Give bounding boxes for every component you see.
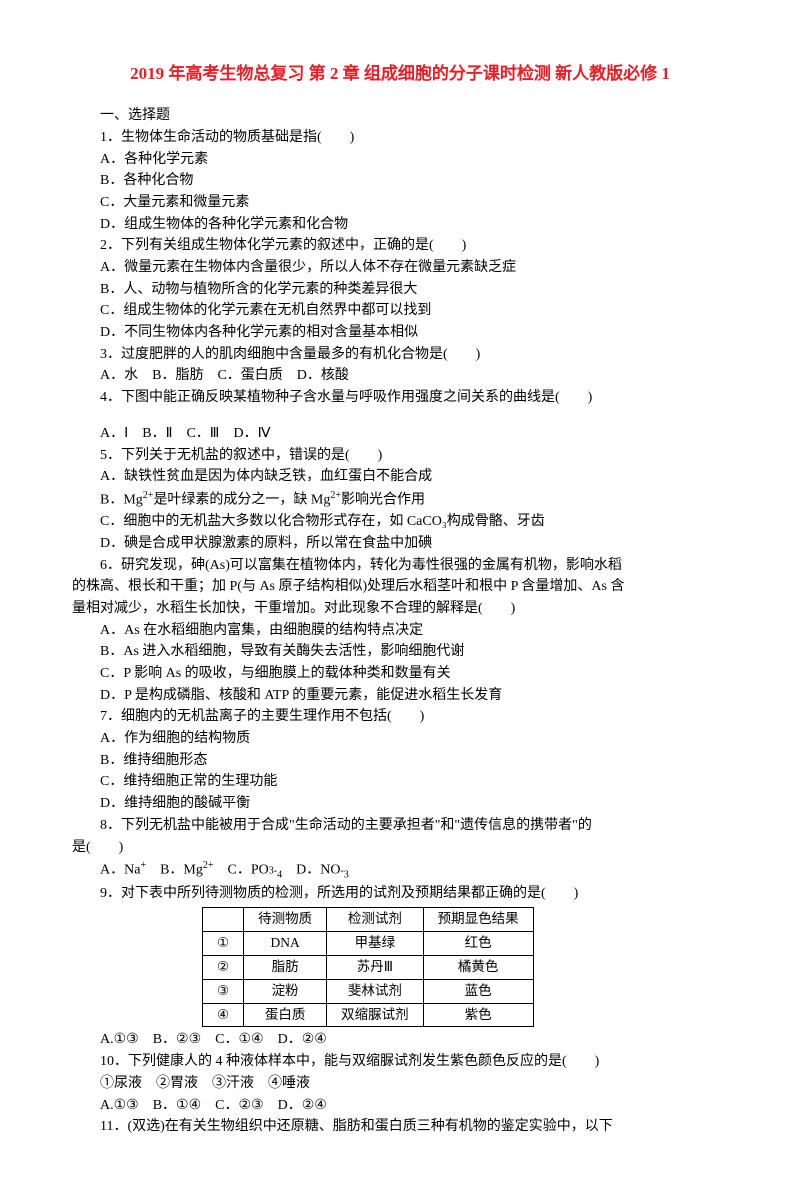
q4-options: A．Ⅰ B．Ⅱ C．Ⅲ D．Ⅳ xyxy=(72,423,728,445)
document-title: 2019 年高考生物总复习 第 2 章 组成细胞的分子课时检测 新人教版必修 1 xyxy=(72,60,728,87)
table-row: ② 脂肪 苏丹Ⅲ 橘黄色 xyxy=(203,955,534,979)
question-7: 7．细胞内的无机盐离子的主要生理作用不包括( ) xyxy=(72,706,728,728)
q1-option-b: B．各种化合物 xyxy=(72,170,728,192)
question-6-line3: 量相对减少，水稻生长加快，干重增加。对此现象不合理的解释是( ) xyxy=(72,598,728,620)
question-4: 4．下图中能正确反映某植物种子含水量与呼吸作用强度之间关系的曲线是( ) xyxy=(72,387,728,409)
q1-option-d: D．组成生物体的各种化学元素和化合物 xyxy=(72,214,728,236)
q1-option-a: A．各种化学元素 xyxy=(72,149,728,171)
th-result: 预期显色结果 xyxy=(423,907,533,931)
question-8-line2: 是( ) xyxy=(72,837,728,859)
question-9: 9．对下表中所列待测物质的检测，所选用的试剂及预期结果都正确的是( ) xyxy=(72,883,728,905)
th-blank xyxy=(203,907,244,931)
section-heading: 一、选择题 xyxy=(72,105,728,127)
q2-option-a: A．微量元素在生物体内含量很少，所以人体不存在微量元素缺乏症 xyxy=(72,257,728,279)
q9-options: A.①③ B．②③ C．①④ D．②④ xyxy=(72,1029,728,1051)
cell: 淀粉 xyxy=(244,979,327,1003)
cell: ④ xyxy=(203,1003,244,1027)
q7-option-b: B．维持细胞形态 xyxy=(72,750,728,772)
question-5: 5．下列关于无机盐的叙述中，错误的是( ) xyxy=(72,445,728,467)
cell: 甲基绿 xyxy=(327,931,424,955)
q5-option-a: A．缺铁性贫血是因为体内缺乏铁，血红蛋白不能合成 xyxy=(72,466,728,488)
cell: ② xyxy=(203,955,244,979)
cell: DNA xyxy=(244,931,327,955)
q8-options: A．Na+ B．Mg2+ C．PO3-4 D．NO-3 xyxy=(72,858,728,883)
cell: 脂肪 xyxy=(244,955,327,979)
table-row: ① DNA 甲基绿 红色 xyxy=(203,931,534,955)
q7-option-a: A．作为细胞的结构物质 xyxy=(72,728,728,750)
th-substance: 待测物质 xyxy=(244,907,327,931)
q6-option-a: A．As 在水稻细胞内富集，由细胞膜的结构特点决定 xyxy=(72,620,728,642)
table-row: ③ 淀粉 斐林试剂 蓝色 xyxy=(203,979,534,1003)
question-11: 11．(双选)在有关生物组织中还原糖、脂肪和蛋白质三种有机物的鉴定实验中，以下 xyxy=(72,1116,728,1138)
q9-table: 待测物质 检测试剂 预期显色结果 ① DNA 甲基绿 红色 ② 脂肪 苏丹Ⅲ 橘… xyxy=(202,907,534,1028)
question-6-line2: 的株高、根长和干重；加 P(与 As 原子结构相似)处理后水稻茎叶和根中 P 含… xyxy=(72,576,728,598)
cell: 斐林试剂 xyxy=(327,979,424,1003)
q6-option-c: C．P 影响 As 的吸收，与细胞膜上的载体种类和数量有关 xyxy=(72,663,728,685)
q3-options: A．水 B．脂肪 C．蛋白质 D．核酸 xyxy=(72,365,728,387)
cell: ③ xyxy=(203,979,244,1003)
cell: ① xyxy=(203,931,244,955)
question-6-line1: 6．研究发现，砷(As)可以富集在植物体内，转化为毒性很强的金属有机物，影响水稻 xyxy=(72,555,728,577)
q1-option-c: C．大量元素和微量元素 xyxy=(72,192,728,214)
q10-options: A.①③ B．①④ C．②③ D．②④ xyxy=(72,1095,728,1117)
q7-option-c: C．维持细胞正常的生理功能 xyxy=(72,771,728,793)
cell: 苏丹Ⅲ xyxy=(327,955,424,979)
cell: 双缩脲试剂 xyxy=(327,1003,424,1027)
th-reagent: 检测试剂 xyxy=(327,907,424,931)
q2-option-c: C．组成生物体的化学元素在无机自然界中都可以找到 xyxy=(72,300,728,322)
cell: 橘黄色 xyxy=(423,955,533,979)
q2-option-b: B．人、动物与植物所含的化学元素的种类差异很大 xyxy=(72,279,728,301)
table-row: ④ 蛋白质 双缩脲试剂 紫色 xyxy=(203,1003,534,1027)
question-8-line1: 8．下列无机盐中能被用于合成"生命活动的主要承担者"和"遗传信息的携带者"的 xyxy=(72,815,728,837)
cell: 红色 xyxy=(423,931,533,955)
q5-option-d: D．碘是合成甲状腺激素的原料，所以常在食盐中加碘 xyxy=(72,533,728,555)
q6-option-b: B．As 进入水稻细胞，导致有关酶失去活性，影响细胞代谢 xyxy=(72,641,728,663)
question-2: 2．下列有关组成生物体化学元素的叙述中，正确的是( ) xyxy=(72,235,728,257)
q7-option-d: D．维持细胞的酸碱平衡 xyxy=(72,793,728,815)
q5-option-c: C．细胞中的无机盐大多数以化合物形式存在，如 CaCO₃构成骨骼、牙齿 xyxy=(72,511,728,533)
q5-option-b: B．Mg2+是叶绿素的成分之一，缺 Mg2+影响光合作用 xyxy=(72,488,728,511)
q10-items: ①尿液 ②胃液 ③汗液 ④唾液 xyxy=(72,1073,728,1095)
table-header-row: 待测物质 检测试剂 预期显色结果 xyxy=(203,907,534,931)
cell: 蛋白质 xyxy=(244,1003,327,1027)
question-10: 10．下列健康人的 4 种液体样本中，能与双缩脲试剂发生紫色颜色反应的是( ) xyxy=(72,1051,728,1073)
q6-option-d: D．P 是构成磷脂、核酸和 ATP 的重要元素，能促进水稻生长发育 xyxy=(72,685,728,707)
cell: 紫色 xyxy=(423,1003,533,1027)
question-3: 3．过度肥胖的人的肌肉细胞中含量最多的有机化合物是( ) xyxy=(72,344,728,366)
question-1: 1．生物体生命活动的物质基础是指( ) xyxy=(72,127,728,149)
q2-option-d: D．不同生物体内各种化学元素的相对含量基本相似 xyxy=(72,322,728,344)
cell: 蓝色 xyxy=(423,979,533,1003)
